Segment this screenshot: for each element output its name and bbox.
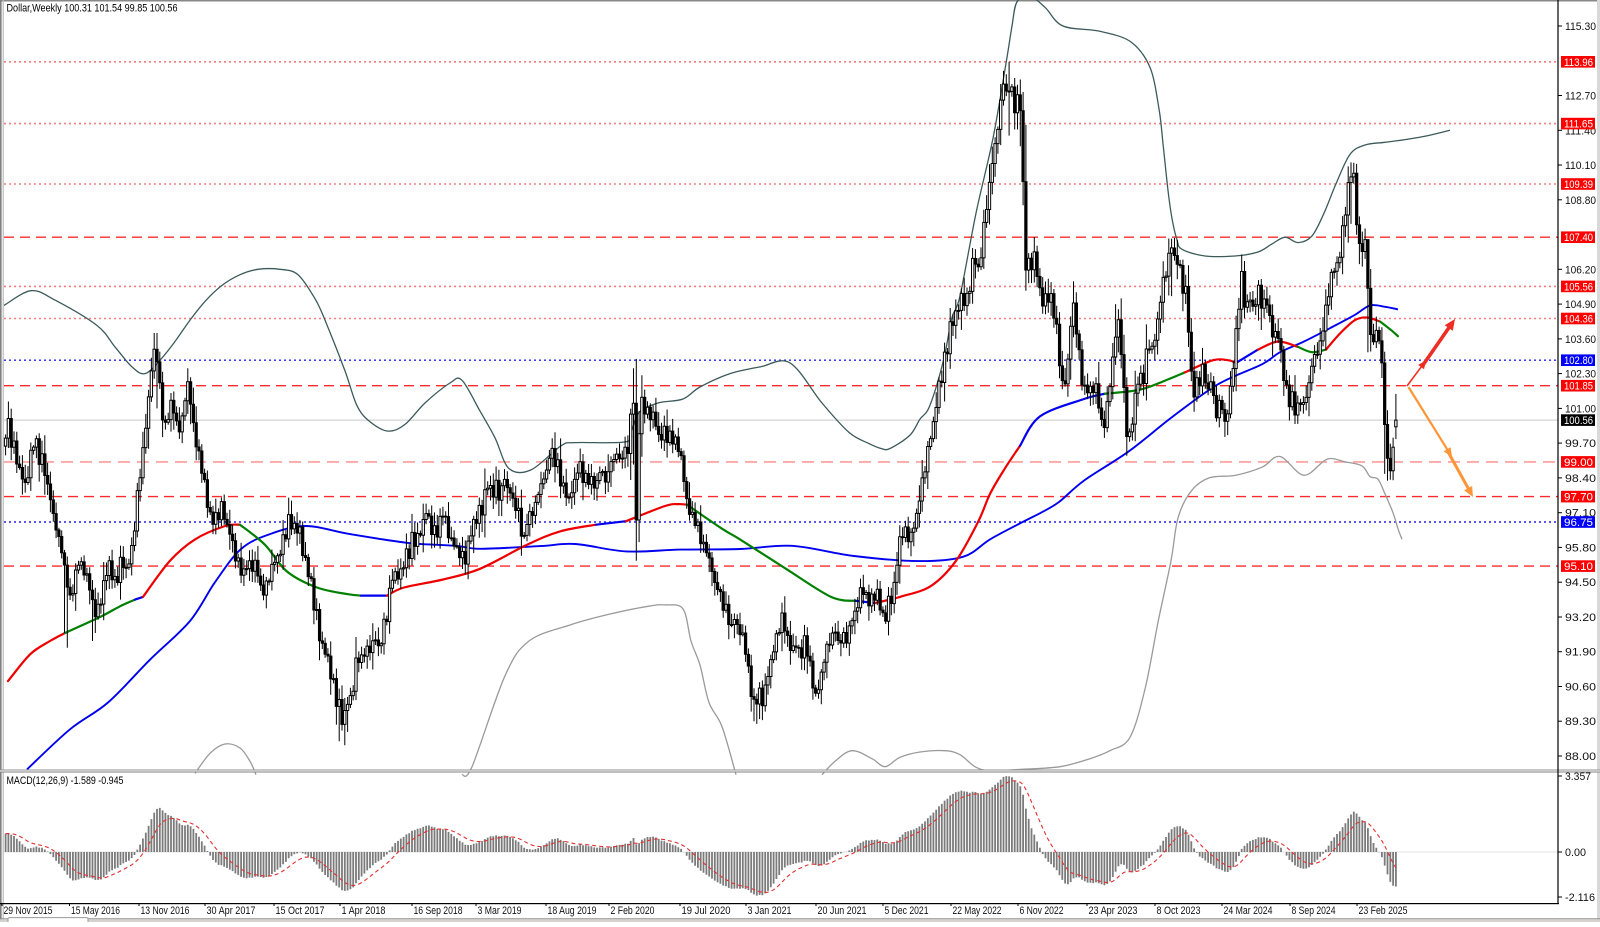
svg-text:106.20: 106.20 — [1565, 264, 1596, 276]
svg-text:99.70: 99.70 — [1565, 438, 1596, 450]
svg-text:29 Nov 2015: 29 Nov 2015 — [4, 905, 53, 917]
svg-text:13 Nov 2016: 13 Nov 2016 — [141, 905, 190, 917]
svg-text:Dollar,Weekly 100.31 101.54 9: Dollar,Weekly 100.31 101.54 99.85 100.56 — [7, 3, 178, 15]
svg-text:30 Apr 2017: 30 Apr 2017 — [207, 905, 256, 917]
svg-text:113.96: 113.96 — [1564, 57, 1593, 69]
svg-text:1 Apr 2018: 1 Apr 2018 — [342, 905, 386, 917]
svg-text:98.40: 98.40 — [1565, 473, 1596, 485]
svg-text:94.50: 94.50 — [1565, 577, 1596, 589]
svg-text:15 Oct 2017: 15 Oct 2017 — [276, 905, 325, 917]
svg-text:107.40: 107.40 — [1564, 232, 1593, 244]
svg-text:88.00: 88.00 — [1565, 751, 1596, 763]
svg-text:96.75: 96.75 — [1564, 517, 1593, 529]
svg-text:89.30: 89.30 — [1565, 716, 1596, 728]
svg-text:108.80: 108.80 — [1565, 195, 1596, 207]
svg-text:3.357: 3.357 — [1565, 771, 1591, 783]
svg-text:90.60: 90.60 — [1565, 682, 1596, 694]
svg-text:19 Jul 2020: 19 Jul 2020 — [682, 905, 731, 917]
svg-text:15 May 2016: 15 May 2016 — [71, 905, 120, 917]
svg-text:109.39: 109.39 — [1564, 179, 1593, 191]
svg-text:111.65: 111.65 — [1564, 119, 1593, 131]
svg-text:8 Oct 2023: 8 Oct 2023 — [1157, 905, 1201, 917]
svg-text:23 Apr 2023: 23 Apr 2023 — [1089, 905, 1138, 917]
svg-text:16 Sep 2018: 16 Sep 2018 — [414, 905, 463, 917]
svg-text:MACD(12,26,9) -1.589 -0.945: MACD(12,26,9) -1.589 -0.945 — [7, 775, 124, 787]
svg-text:22 May 2022: 22 May 2022 — [953, 905, 1002, 917]
svg-text:102.30: 102.30 — [1565, 369, 1596, 381]
svg-text:0.00: 0.00 — [1565, 847, 1586, 859]
svg-text:2 Feb 2020: 2 Feb 2020 — [611, 905, 655, 917]
svg-text:3 Jan 2021: 3 Jan 2021 — [748, 905, 792, 917]
svg-text:102.80: 102.80 — [1564, 355, 1593, 367]
svg-text:18 Aug 2019: 18 Aug 2019 — [548, 905, 597, 917]
svg-text:97.70: 97.70 — [1564, 492, 1593, 504]
svg-text:91.90: 91.90 — [1565, 647, 1596, 659]
svg-text:101.85: 101.85 — [1564, 381, 1593, 393]
svg-text:95.10: 95.10 — [1564, 561, 1593, 573]
svg-text:104.90: 104.90 — [1565, 299, 1596, 311]
svg-text:93.20: 93.20 — [1565, 612, 1596, 624]
svg-text:6 Nov 2022: 6 Nov 2022 — [1020, 905, 1064, 917]
svg-text:20 Jun 2021: 20 Jun 2021 — [818, 905, 867, 917]
svg-text:112.70: 112.70 — [1565, 91, 1596, 103]
svg-text:110.10: 110.10 — [1565, 160, 1596, 172]
svg-text:105.56: 105.56 — [1564, 281, 1593, 293]
svg-text:23 Feb 2025: 23 Feb 2025 — [1359, 905, 1408, 917]
svg-text:99.00: 99.00 — [1564, 457, 1593, 469]
svg-text:115.30: 115.30 — [1565, 21, 1596, 33]
svg-text:95.80: 95.80 — [1565, 542, 1596, 554]
svg-text:3 Mar 2019: 3 Mar 2019 — [478, 905, 522, 917]
svg-text:100.56: 100.56 — [1564, 415, 1593, 427]
svg-text:103.60: 103.60 — [1565, 334, 1596, 346]
svg-text:101.00: 101.00 — [1565, 403, 1596, 415]
svg-text:8 Sep 2024: 8 Sep 2024 — [1292, 905, 1336, 917]
svg-text:-2.116: -2.116 — [1565, 892, 1595, 904]
svg-text:24 Mar 2024: 24 Mar 2024 — [1224, 905, 1273, 917]
svg-text:5 Dec 2021: 5 Dec 2021 — [885, 905, 929, 917]
svg-text:104.36: 104.36 — [1564, 314, 1593, 326]
